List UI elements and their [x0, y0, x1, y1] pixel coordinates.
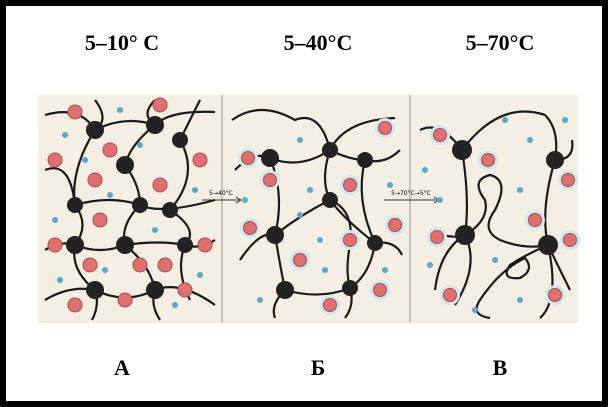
panel-label: Б: [311, 355, 326, 380]
arrow-head: [235, 196, 242, 204]
panel-title: 5–40°C: [284, 30, 353, 55]
panel-title: 5–10° C: [85, 30, 159, 55]
panel-title: 5–70°C: [466, 30, 535, 55]
transition-label: 5→40°C: [209, 190, 233, 197]
network-b: [231, 109, 405, 319]
transition-label: 5→70°C→5°C: [391, 190, 431, 197]
network-c: [419, 110, 580, 320]
diagram-background: [38, 95, 578, 323]
panel-label: А: [114, 355, 130, 380]
panel-label: В: [493, 355, 508, 380]
network-a: [44, 97, 216, 321]
